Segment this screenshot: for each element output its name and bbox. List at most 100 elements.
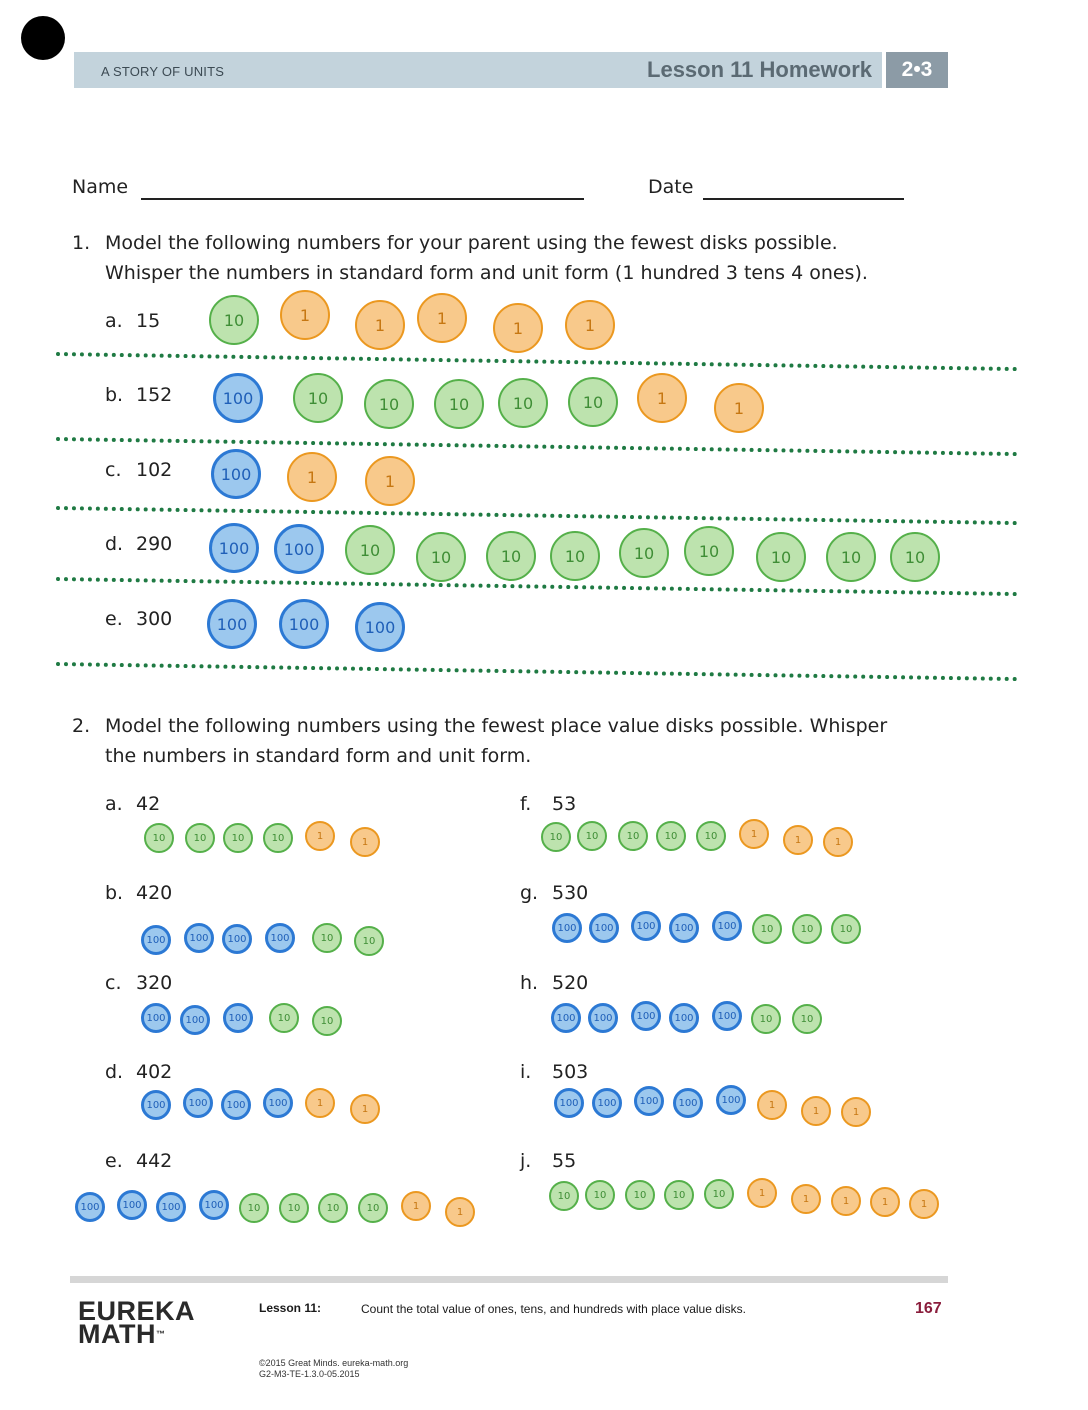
hundred-disk: 100 bbox=[183, 1088, 213, 1118]
grade-module-badge: 2•3 bbox=[886, 52, 948, 88]
item-value: 420 bbox=[136, 882, 173, 904]
one-disk: 1 bbox=[791, 1184, 821, 1214]
problem1-line2: Whisper the numbers in standard form and… bbox=[105, 262, 868, 284]
item-letter: j. bbox=[520, 1150, 532, 1172]
copyright: ©2015 Great Minds. eureka-math.org G2-M3… bbox=[259, 1358, 408, 1380]
ten-disk: 10 bbox=[618, 821, 648, 851]
one-disk: 1 bbox=[417, 293, 467, 343]
ten-disk: 10 bbox=[792, 914, 822, 944]
item-value: 152 bbox=[136, 384, 173, 406]
item-value: 442 bbox=[136, 1150, 173, 1172]
one-disk: 1 bbox=[305, 821, 335, 851]
hundred-disk: 100 bbox=[221, 1090, 251, 1120]
ten-disk: 10 bbox=[434, 379, 484, 429]
item-value: 55 bbox=[552, 1150, 577, 1172]
one-disk: 1 bbox=[305, 1088, 335, 1118]
ten-disk: 10 bbox=[625, 1180, 655, 1210]
one-disk: 1 bbox=[280, 290, 330, 340]
hundred-disk: 100 bbox=[673, 1088, 703, 1118]
ten-disk: 10 bbox=[684, 526, 734, 576]
date-label: Date bbox=[648, 176, 694, 198]
hundred-disk: 100 bbox=[265, 923, 295, 953]
item-value: 102 bbox=[136, 459, 173, 481]
item-value: 53 bbox=[552, 793, 577, 815]
ten-disk: 10 bbox=[831, 914, 861, 944]
item-value: 42 bbox=[136, 793, 161, 815]
item-letter: a. bbox=[105, 310, 123, 332]
hundred-disk: 100 bbox=[207, 599, 257, 649]
one-disk: 1 bbox=[287, 452, 337, 502]
hundred-disk: 100 bbox=[712, 1001, 742, 1031]
item-letter: c. bbox=[105, 972, 122, 994]
one-disk: 1 bbox=[909, 1189, 939, 1219]
one-disk: 1 bbox=[365, 456, 415, 506]
hundred-disk: 100 bbox=[222, 924, 252, 954]
hundred-disk: 100 bbox=[141, 1003, 171, 1033]
hundred-disk: 100 bbox=[180, 1005, 210, 1035]
hundred-disk: 100 bbox=[588, 1003, 618, 1033]
one-disk: 1 bbox=[401, 1191, 431, 1221]
ten-disk: 10 bbox=[263, 823, 293, 853]
corner-dot bbox=[21, 16, 65, 60]
item-letter: d. bbox=[105, 1061, 124, 1083]
ten-disk: 10 bbox=[541, 822, 571, 852]
hundred-disk: 100 bbox=[279, 599, 329, 649]
logo-math: MATH bbox=[78, 1319, 156, 1349]
ten-disk: 10 bbox=[656, 821, 686, 851]
ten-disk: 10 bbox=[223, 823, 253, 853]
hundred-disk: 100 bbox=[552, 913, 582, 943]
hundred-disk: 100 bbox=[712, 911, 742, 941]
hundred-disk: 100 bbox=[223, 1003, 253, 1033]
ten-disk: 10 bbox=[550, 531, 600, 581]
ten-disk: 10 bbox=[345, 525, 395, 575]
item-letter: b. bbox=[105, 384, 124, 406]
item-letter: b. bbox=[105, 882, 124, 904]
footer-lesson-label: Lesson 11: bbox=[259, 1301, 322, 1315]
hundred-disk: 100 bbox=[355, 602, 405, 652]
one-disk: 1 bbox=[565, 300, 615, 350]
hundred-disk: 100 bbox=[199, 1190, 229, 1220]
date-line[interactable] bbox=[703, 198, 904, 200]
one-disk: 1 bbox=[637, 373, 687, 423]
hundred-disk: 100 bbox=[669, 913, 699, 943]
ten-disk: 10 bbox=[751, 1004, 781, 1034]
header-bar bbox=[74, 52, 882, 88]
ten-disk: 10 bbox=[312, 1006, 342, 1036]
ten-disk: 10 bbox=[312, 923, 342, 953]
ten-disk: 10 bbox=[585, 1180, 615, 1210]
hundred-disk: 100 bbox=[75, 1192, 105, 1222]
name-line[interactable] bbox=[141, 198, 584, 200]
one-disk: 1 bbox=[714, 383, 764, 433]
hundred-disk: 100 bbox=[209, 523, 259, 573]
hundred-disk: 100 bbox=[141, 1090, 171, 1120]
item-value: 15 bbox=[136, 310, 161, 332]
ten-disk: 10 bbox=[354, 926, 384, 956]
one-disk: 1 bbox=[493, 303, 543, 353]
footer-lesson-description: Count the total value of ones, tens, and… bbox=[361, 1302, 746, 1316]
ten-disk: 10 bbox=[293, 373, 343, 423]
logo-line1: EUREKA bbox=[78, 1296, 196, 1326]
ten-disk: 10 bbox=[358, 1193, 388, 1223]
problem1-number: 1. bbox=[72, 232, 91, 254]
hundred-disk: 100 bbox=[117, 1190, 147, 1220]
ten-disk: 10 bbox=[826, 532, 876, 582]
one-disk: 1 bbox=[355, 300, 405, 350]
item-letter: g. bbox=[520, 882, 539, 904]
problem1-line1: Model the following numbers for your par… bbox=[105, 232, 838, 254]
one-disk: 1 bbox=[747, 1178, 777, 1208]
item-value: 402 bbox=[136, 1061, 173, 1083]
ten-disk: 10 bbox=[792, 1004, 822, 1034]
item-letter: e. bbox=[105, 1150, 123, 1172]
ten-disk: 10 bbox=[279, 1193, 309, 1223]
ten-disk: 10 bbox=[269, 1003, 299, 1033]
hundred-disk: 100 bbox=[716, 1085, 746, 1115]
ten-disk: 10 bbox=[577, 821, 607, 851]
item-value: 503 bbox=[552, 1061, 589, 1083]
ten-disk: 10 bbox=[364, 379, 414, 429]
one-disk: 1 bbox=[841, 1097, 871, 1127]
problem2-number: 2. bbox=[72, 715, 91, 737]
problem2-line2: the numbers in standard form and unit fo… bbox=[105, 745, 532, 767]
item-letter: h. bbox=[520, 972, 539, 994]
item-letter: f. bbox=[520, 793, 532, 815]
